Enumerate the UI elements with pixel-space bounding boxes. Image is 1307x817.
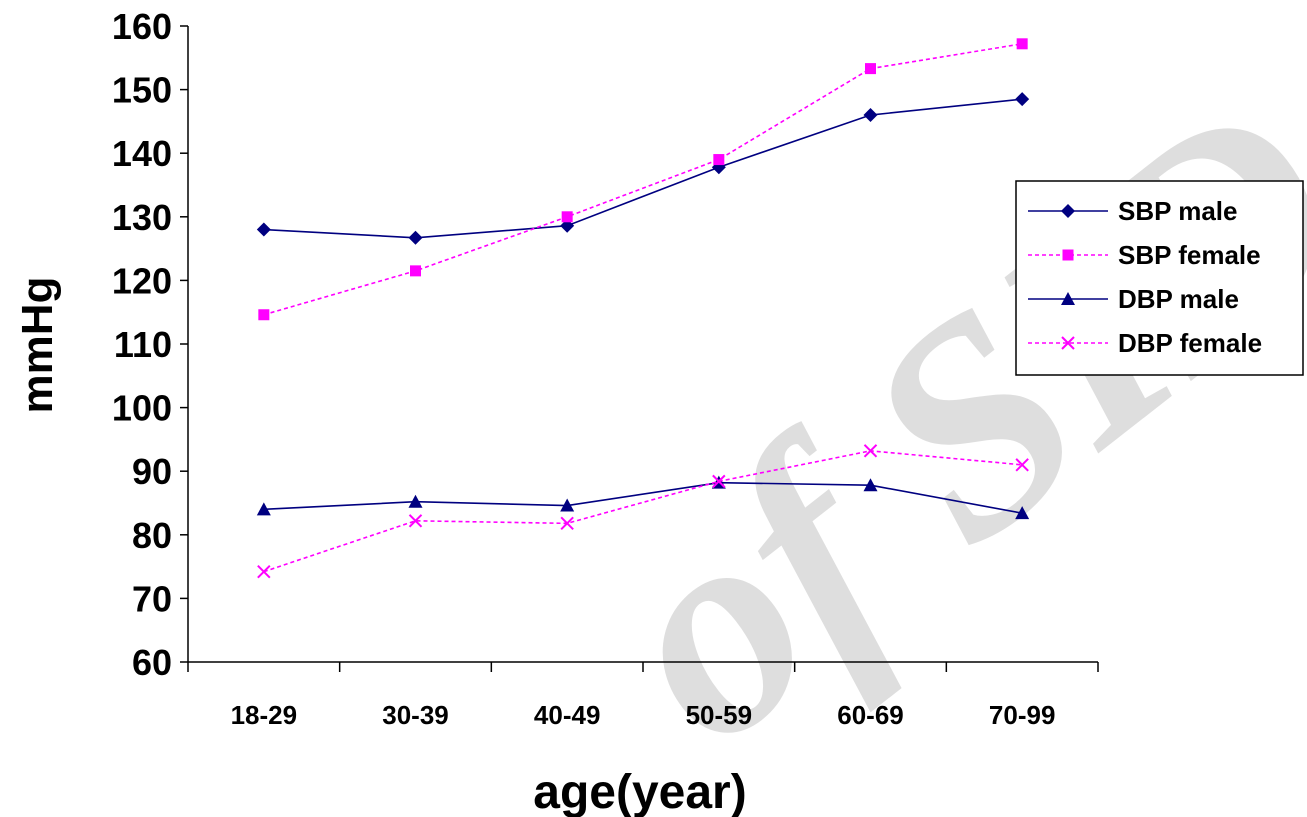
watermark: of SID bbox=[549, 36, 1307, 806]
y-tick-label: 120 bbox=[112, 260, 172, 301]
y-tick-label: 80 bbox=[132, 515, 172, 556]
series-line-sbp-male bbox=[263, 98, 1023, 239]
legend-label: SBP female bbox=[1118, 240, 1261, 270]
data-point-dbp-male bbox=[1015, 506, 1030, 520]
series-line-sbp-female bbox=[263, 43, 1023, 316]
legend-item-sbp-male: SBP male bbox=[1028, 196, 1237, 226]
y-axis-title: mmHg bbox=[13, 277, 62, 414]
x-tick-label: 50-59 bbox=[686, 700, 753, 730]
data-point-dbp-female bbox=[1015, 458, 1029, 472]
legend-marker bbox=[1061, 292, 1075, 305]
legend-label: DBP female bbox=[1118, 328, 1262, 358]
x-tick-label: 40-49 bbox=[534, 700, 601, 730]
y-tick-label: 70 bbox=[132, 578, 172, 619]
legend-marker bbox=[1062, 249, 1074, 261]
x-tick-label: 30-39 bbox=[382, 700, 449, 730]
series-sbp-female bbox=[258, 38, 1028, 321]
series-line-dbp-male bbox=[263, 481, 1023, 514]
data-point-sbp-female bbox=[561, 211, 573, 223]
data-point-sbp-female bbox=[258, 309, 270, 321]
series-layer bbox=[256, 38, 1030, 579]
data-point-dbp-female bbox=[560, 516, 574, 531]
data-point-sbp-male bbox=[863, 108, 878, 123]
y-tick-label: 60 bbox=[132, 642, 172, 683]
x-axis-ticks: 18-29 30-39 40-49 50-59 60-69 70-99 bbox=[187, 662, 1099, 730]
y-tick-label: 150 bbox=[112, 70, 172, 111]
x-tick-label: 60-69 bbox=[837, 700, 904, 730]
x-tick-label: 18-29 bbox=[231, 700, 298, 730]
data-point-sbp-male bbox=[408, 230, 423, 245]
legend-marker bbox=[1061, 336, 1075, 350]
data-point-dbp-male bbox=[863, 478, 878, 492]
data-point-dbp-male bbox=[560, 498, 575, 512]
data-point-sbp-female bbox=[713, 154, 725, 166]
data-point-dbp-male bbox=[408, 494, 423, 508]
data-point-sbp-female bbox=[1016, 38, 1028, 50]
legend-marker bbox=[1061, 204, 1075, 218]
y-tick-label: 90 bbox=[132, 451, 172, 492]
data-point-sbp-female bbox=[410, 265, 421, 277]
data-point-sbp-male bbox=[256, 222, 271, 237]
data-point-dbp-female bbox=[863, 444, 878, 458]
data-point-dbp-female bbox=[712, 474, 726, 489]
legend-label: SBP male bbox=[1118, 196, 1237, 226]
y-tick-label: 100 bbox=[112, 388, 172, 429]
y-tick-label: 140 bbox=[112, 133, 172, 174]
data-point-sbp-female bbox=[865, 63, 876, 75]
data-point-dbp-male bbox=[256, 502, 271, 516]
legend-item-dbp-male: DBP male bbox=[1028, 284, 1239, 314]
data-point-dbp-female bbox=[408, 514, 423, 528]
legend-label: DBP male bbox=[1118, 284, 1239, 314]
svg-text:of SID: of SID bbox=[549, 36, 1307, 806]
series-sbp-male bbox=[256, 92, 1030, 245]
x-axis-title: age(year) bbox=[533, 766, 746, 817]
y-tick-label: 160 bbox=[112, 6, 172, 47]
series-dbp-female bbox=[257, 444, 1029, 579]
legend-item-sbp-female: SBP female bbox=[1028, 240, 1261, 270]
y-tick-label: 130 bbox=[112, 197, 172, 238]
legend-item-dbp-female: DBP female bbox=[1028, 328, 1262, 358]
legend: SBP male SBP female DBP male DBP female bbox=[1015, 180, 1304, 376]
data-point-sbp-male bbox=[1015, 92, 1030, 107]
x-tick-label: 70-99 bbox=[989, 700, 1056, 730]
data-point-dbp-female bbox=[257, 564, 271, 579]
y-tick-label: 110 bbox=[114, 324, 172, 365]
series-line-dbp-female bbox=[263, 450, 1023, 573]
y-axis-ticks: 60 70 80 90 100 110 120 130 140 150 160 bbox=[112, 6, 188, 683]
